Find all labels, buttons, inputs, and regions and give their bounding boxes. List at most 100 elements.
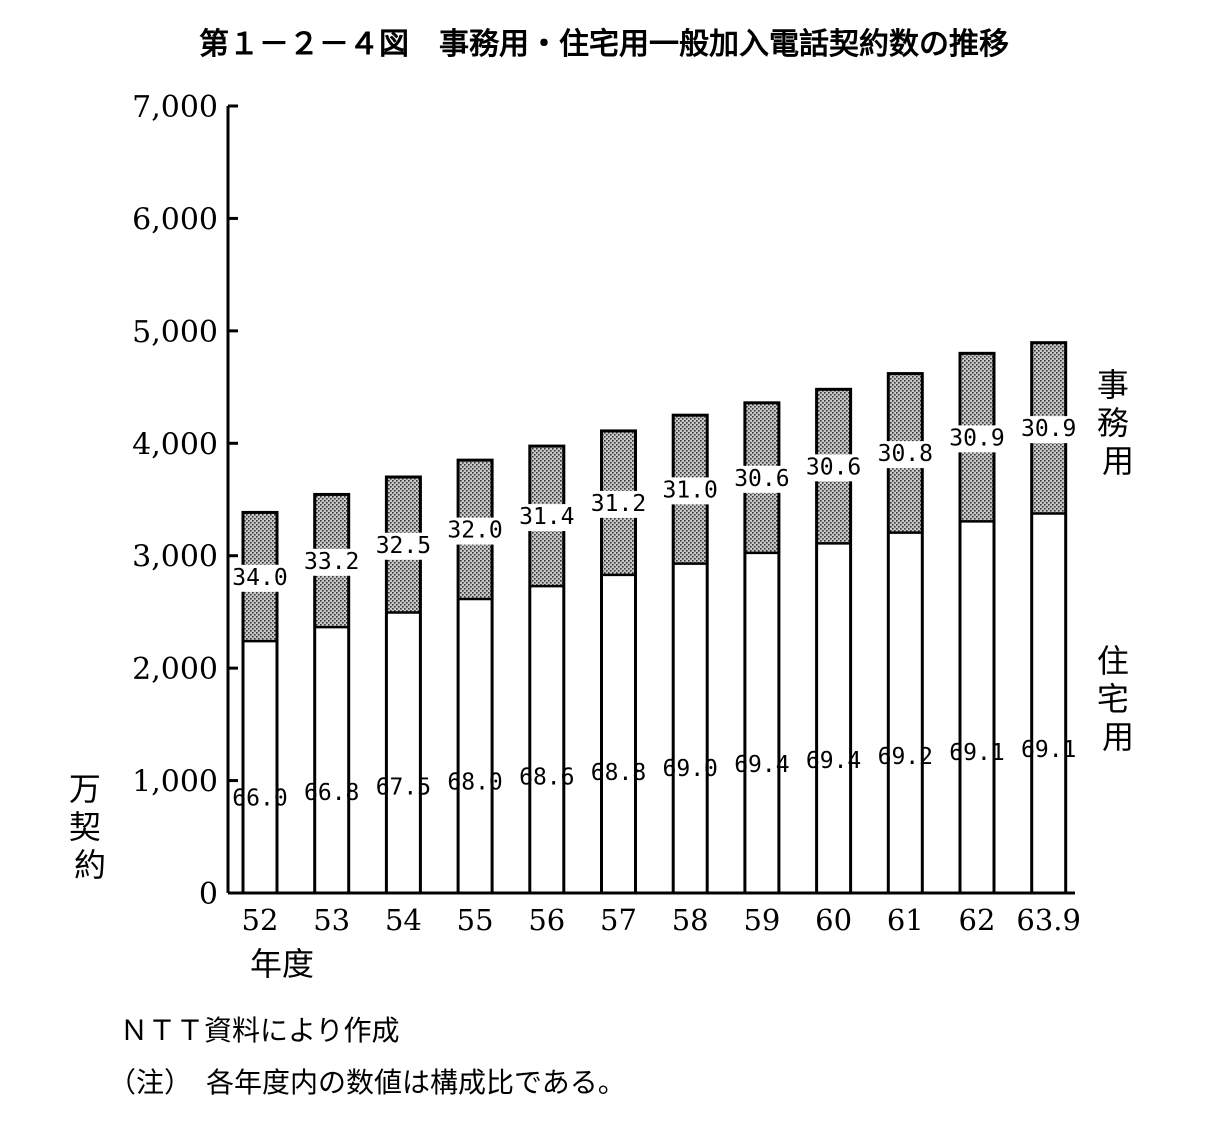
- business-label-bg: [954, 425, 1000, 453]
- bar-group-53: 33.2 66.8: [304, 492, 359, 895]
- residential-share-label: 69.4: [734, 752, 789, 778]
- series-label-residential: 住 宅 用: [1097, 642, 1139, 756]
- bar-residential: [960, 521, 994, 893]
- bar-group-58: 31.0 69.0: [663, 413, 718, 895]
- x-tick-label: 63.9: [1016, 903, 1081, 937]
- residential-share-label: 68.6: [519, 764, 574, 790]
- series-label-business-char-2: 務: [1097, 404, 1129, 442]
- business-label-bg: [738, 465, 785, 493]
- y-axis-label: 万 契 約: [69, 770, 111, 884]
- series-label-residential-char-3: 用: [1102, 718, 1134, 756]
- source-note: ＮＴＴ資料により作成: [120, 1014, 399, 1047]
- business-label-bg: [308, 548, 355, 576]
- business-share-label: 32.5: [376, 533, 431, 559]
- x-tick-label: 62: [959, 903, 996, 937]
- business-label-bg: [1025, 416, 1072, 444]
- bar-residential: [529, 586, 564, 893]
- x-tick-label: 57: [600, 903, 637, 937]
- y-tick-labels: 0 1,000 2,000 3,000 4,000 5,000 6,000 7,000: [132, 90, 218, 912]
- y-axis-label-char-1: 万: [69, 770, 101, 808]
- bar-residential: [243, 641, 277, 893]
- x-tick-label: 58: [672, 903, 709, 937]
- x-tick-label: 61: [887, 903, 924, 937]
- x-tick-label: 56: [528, 903, 565, 937]
- bar-group-57: 31.2 68.8: [591, 429, 646, 895]
- business-share-label: 30.9: [1021, 416, 1076, 442]
- residential-share-label: 69.1: [1021, 737, 1076, 763]
- bar-group-61: 30.8 69.2: [878, 372, 933, 895]
- business-label-bg: [595, 490, 642, 518]
- y-tick-label: 2,000: [132, 652, 218, 687]
- bar-group-63.9: 30.9 69.1: [1021, 341, 1076, 895]
- bar-residential: [744, 552, 779, 893]
- business-share-label: 30.6: [734, 466, 789, 492]
- business-label-bg: [882, 441, 929, 469]
- residential-share-label: 69.4: [806, 748, 861, 774]
- business-label-bg: [380, 532, 427, 560]
- series-label-business-char-3: 用: [1102, 442, 1134, 480]
- x-tick-label: 52: [242, 903, 279, 937]
- bar-residential: [888, 532, 923, 893]
- bar-group-59: 30.6 69.4: [734, 401, 790, 895]
- series-label-business: 事 務 用: [1097, 366, 1139, 480]
- bar-residential: [458, 598, 493, 893]
- y-tick-label: 4,000: [132, 427, 218, 462]
- business-share-label: 34.0: [232, 565, 287, 591]
- y-axis-label-char-3: 約: [74, 846, 106, 884]
- business-share-label: 30.9: [949, 425, 1004, 451]
- business-share-label: 30.6: [806, 454, 861, 480]
- y-axis-label-char-2: 契: [69, 808, 101, 846]
- business-share-label: 31.4: [519, 504, 574, 530]
- y-axis: [226, 104, 238, 895]
- business-share-label: 32.0: [447, 518, 502, 544]
- bars-group: 34.0 66.0 33.2 66.8 32.5 67.5 32.0 68.0 31.4 68.6…: [232, 341, 1076, 895]
- bar-group-54: 32.5 67.5: [376, 475, 431, 895]
- business-share-label: 30.8: [878, 441, 933, 467]
- business-label-bg: [237, 564, 283, 592]
- x-tick-label: 55: [457, 903, 494, 937]
- y-tick-label: 1,000: [132, 765, 218, 800]
- business-label-bg: [452, 517, 499, 545]
- series-label-residential-char-1: 住: [1097, 642, 1129, 680]
- business-share-label: 31.0: [663, 477, 718, 503]
- residential-share-label: 68.0: [447, 769, 502, 795]
- y-tick-label: 6,000: [132, 202, 218, 237]
- x-tick-label: 59: [743, 903, 780, 937]
- residential-share-label: 66.8: [304, 780, 359, 806]
- bar-residential: [816, 543, 851, 893]
- residential-share-label: 69.0: [663, 756, 718, 782]
- bar-group-60: 30.6 69.4: [806, 387, 861, 895]
- bar-residential: [1031, 513, 1066, 893]
- chart-title: 第１－２－４図 事務用・住宅用一般加入電話契約数の推移: [199, 27, 1009, 62]
- series-label-residential-char-2: 宅: [1097, 680, 1129, 718]
- business-label-bg: [810, 454, 857, 482]
- bar-group-62: 30.9 69.1: [949, 351, 1005, 895]
- residential-share-label: 69.2: [878, 744, 933, 770]
- residential-share-label: 69.1: [949, 740, 1004, 766]
- business-label-bg: [523, 504, 570, 532]
- business-share-label: 33.2: [304, 549, 359, 575]
- residential-share-label: 68.8: [591, 760, 646, 786]
- bar-residential: [314, 627, 349, 893]
- x-tick-labels: 52 53 54 55 56 57 58 59 60 61 62 63.9: [242, 903, 1081, 937]
- series-label-business-char-1: 事: [1097, 366, 1129, 404]
- residential-share-label: 66.0: [232, 785, 287, 811]
- x-tick-label: 60: [815, 903, 852, 937]
- x-tick-label: 53: [313, 903, 350, 937]
- bar-residential: [386, 612, 421, 893]
- business-share-label: 31.2: [591, 491, 646, 517]
- footnote: （注） 各年度内の数値は構成比である。: [108, 1066, 626, 1099]
- bar-group-56: 31.4 68.6: [519, 444, 574, 895]
- bar-residential: [601, 574, 636, 893]
- y-tick-label: 5,000: [132, 315, 218, 350]
- business-label-bg: [667, 477, 714, 505]
- y-tick-label: 0: [199, 877, 218, 912]
- x-axis-label: 年度: [250, 945, 314, 983]
- residential-share-label: 67.5: [376, 774, 431, 800]
- bar-group-52: 34.0 66.0: [232, 510, 288, 895]
- bar-group-55: 32.0 68.0: [447, 458, 503, 895]
- bar-residential: [673, 563, 708, 893]
- x-tick-label: 54: [385, 903, 422, 937]
- y-tick-label: 3,000: [132, 540, 218, 575]
